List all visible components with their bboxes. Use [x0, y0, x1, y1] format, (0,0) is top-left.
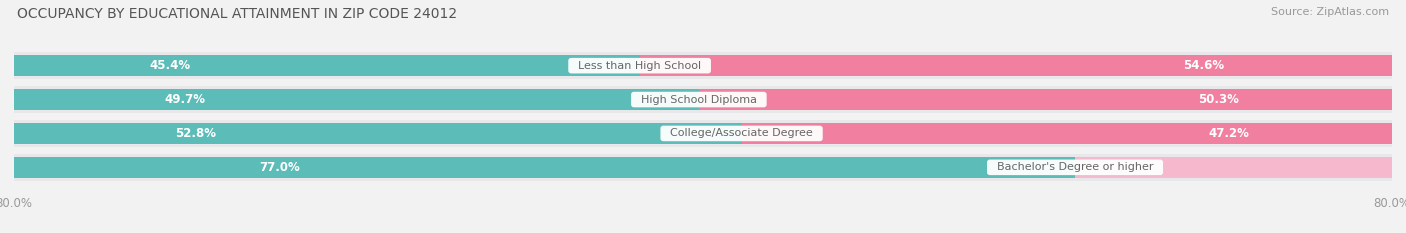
Bar: [14, 89, 699, 110]
Bar: [1076, 157, 1392, 178]
Bar: [14, 86, 1392, 113]
Text: Less than High School: Less than High School: [571, 61, 709, 71]
Text: 52.8%: 52.8%: [176, 127, 217, 140]
Text: Bachelor's Degree or higher: Bachelor's Degree or higher: [990, 162, 1160, 172]
Text: 47.2%: 47.2%: [1209, 127, 1250, 140]
Bar: [640, 55, 1392, 76]
Bar: [14, 154, 1392, 181]
Text: 50.3%: 50.3%: [1198, 93, 1239, 106]
Text: 77.0%: 77.0%: [259, 161, 299, 174]
Bar: [14, 157, 1076, 178]
Text: College/Associate Degree: College/Associate Degree: [664, 128, 820, 138]
Text: Source: ZipAtlas.com: Source: ZipAtlas.com: [1271, 7, 1389, 17]
Bar: [14, 52, 1392, 79]
Text: 49.7%: 49.7%: [165, 93, 205, 106]
Text: High School Diploma: High School Diploma: [634, 95, 763, 105]
Bar: [741, 123, 1392, 144]
Bar: [14, 55, 640, 76]
Text: 54.6%: 54.6%: [1184, 59, 1225, 72]
Text: 45.4%: 45.4%: [150, 59, 191, 72]
Text: OCCUPANCY BY EDUCATIONAL ATTAINMENT IN ZIP CODE 24012: OCCUPANCY BY EDUCATIONAL ATTAINMENT IN Z…: [17, 7, 457, 21]
Bar: [14, 123, 741, 144]
Bar: [14, 120, 1392, 147]
Bar: [699, 89, 1392, 110]
